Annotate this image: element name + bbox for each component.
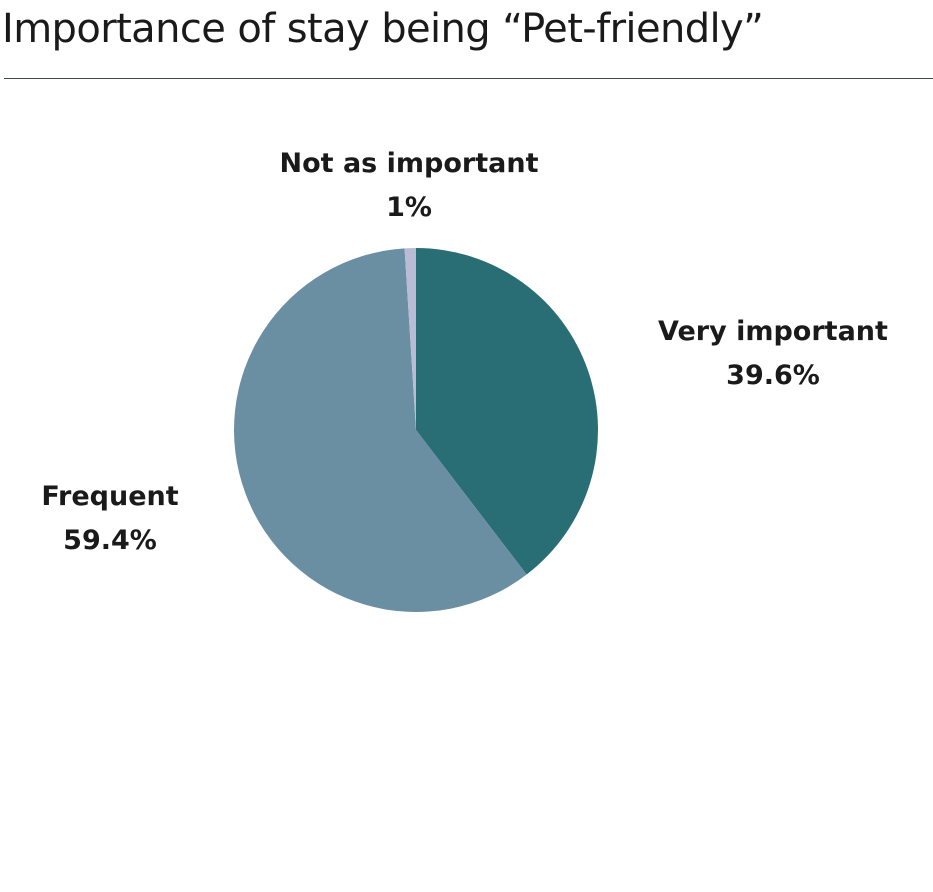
slice-label-not-as-important-value: 1% [386,192,432,223]
pie-slices [234,248,599,613]
slice-label-not-as-important-name: Not as important [280,148,539,179]
pie-slice-not-as-important [404,248,416,430]
pie-slice-frequent [234,248,527,613]
slice-label-frequent: Frequent 59.4% [41,481,178,556]
slice-label-very-important-value: 39.6% [726,360,820,391]
slice-label-frequent-name: Frequent [41,481,178,512]
slice-label-very-important-name: Very important [658,316,888,347]
slice-label-not-as-important: Not as important 1% [280,148,539,223]
slice-label-frequent-value: 59.4% [63,525,157,556]
chart-title: Importance of stay being “Pet-friendly” [2,6,764,52]
title-divider [4,78,933,79]
pie-slice-very-important [416,248,599,575]
slice-label-very-important: Very important 39.6% [658,316,888,391]
